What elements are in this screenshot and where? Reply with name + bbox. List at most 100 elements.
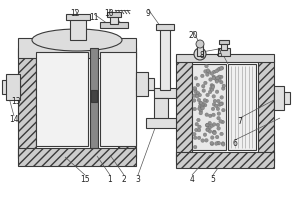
Circle shape [200,74,204,78]
Circle shape [210,83,214,87]
Circle shape [213,130,216,134]
Circle shape [220,80,223,84]
Circle shape [208,121,211,125]
Circle shape [210,72,214,75]
Text: 12: 12 [70,8,80,18]
Circle shape [208,114,212,118]
Bar [136,72,148,96]
Circle shape [206,123,209,127]
Circle shape [212,103,216,106]
Circle shape [209,78,212,81]
Circle shape [209,87,213,90]
Circle shape [205,99,208,103]
Circle shape [194,48,206,60]
Circle shape [197,98,201,102]
Circle shape [221,142,225,145]
Circle shape [206,93,209,97]
Bar [197,44,203,56]
Text: 8: 8 [200,51,204,60]
Circle shape [216,141,220,145]
Circle shape [221,120,224,124]
Circle shape [201,106,205,110]
Circle shape [217,99,220,103]
Bar [107,12,121,17]
Circle shape [220,132,224,136]
Circle shape [206,128,210,132]
Bar [160,28,170,90]
Text: 20: 20 [188,30,198,40]
Circle shape [196,40,204,48]
Circle shape [210,124,214,128]
Circle shape [220,102,224,105]
Text: 4: 4 [190,174,194,184]
Circle shape [208,90,212,94]
Ellipse shape [32,29,122,51]
Text: 13: 13 [11,97,21,106]
Circle shape [207,70,211,74]
Circle shape [206,123,210,127]
Bar [192,64,226,150]
Text: 9: 9 [146,8,150,18]
Circle shape [211,84,215,88]
Text: 6: 6 [232,140,237,148]
Circle shape [221,143,225,146]
Circle shape [200,103,204,107]
Circle shape [198,104,202,108]
Circle shape [215,135,219,139]
Circle shape [201,84,205,88]
Circle shape [208,130,212,133]
Circle shape [205,64,208,68]
Circle shape [194,93,198,97]
Circle shape [211,85,215,89]
Circle shape [205,139,208,142]
Bar [258,60,274,162]
Circle shape [216,68,220,71]
Circle shape [194,90,197,93]
Circle shape [218,67,221,71]
Circle shape [210,141,214,145]
Circle shape [221,87,225,90]
Bar [2,80,20,94]
Circle shape [219,102,223,106]
Circle shape [196,118,200,122]
Text: 15: 15 [80,174,90,184]
Circle shape [203,103,207,107]
Bar [218,48,230,56]
Text: 1: 1 [108,174,112,184]
Text: 10: 10 [104,8,114,18]
Bar [118,48,136,158]
Circle shape [193,86,196,90]
Bar [91,90,97,102]
Circle shape [206,69,210,72]
Circle shape [220,96,224,99]
Circle shape [206,73,209,76]
Circle shape [214,77,218,81]
Circle shape [218,103,221,107]
Circle shape [211,136,214,139]
Circle shape [203,98,207,102]
Bar [18,48,36,158]
Circle shape [219,120,222,123]
Circle shape [195,94,199,98]
Circle shape [202,102,205,106]
Bar [156,24,174,30]
Circle shape [194,128,198,132]
Bar [100,52,136,146]
Circle shape [199,109,203,113]
Circle shape [217,141,221,145]
Circle shape [196,91,200,95]
Circle shape [205,113,208,116]
Bar [110,16,118,24]
Bar [18,148,136,166]
Text: A: A [218,48,223,58]
Bar [219,40,229,44]
Circle shape [212,113,215,117]
Circle shape [212,75,216,79]
Bar [6,74,20,100]
Circle shape [198,93,202,97]
Circle shape [194,76,198,80]
Circle shape [210,88,214,91]
Circle shape [222,84,226,88]
Bar [154,98,168,122]
Circle shape [213,99,217,103]
